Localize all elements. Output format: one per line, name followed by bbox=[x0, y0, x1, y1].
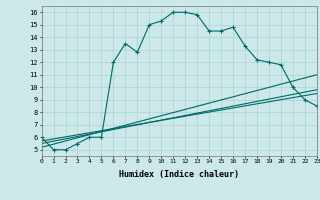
X-axis label: Humidex (Indice chaleur): Humidex (Indice chaleur) bbox=[119, 170, 239, 179]
